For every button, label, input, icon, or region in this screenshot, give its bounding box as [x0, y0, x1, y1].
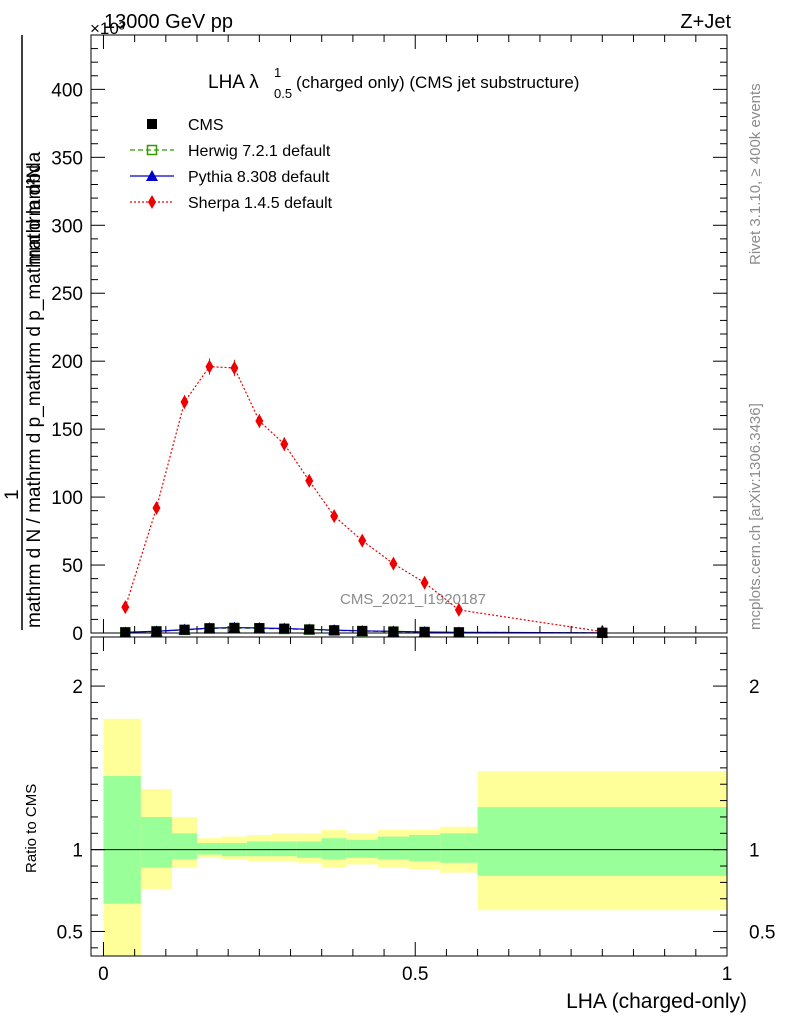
title-rest: (charged only) (CMS jet substructure) [296, 73, 579, 92]
legend-label: Herwig 7.2.1 default [188, 143, 331, 160]
legend-marker [147, 119, 157, 129]
series-0 [120, 622, 608, 638]
ytick-label-top: 50 [62, 556, 83, 577]
ratio-band-inner-2 [172, 833, 197, 860]
data-point [279, 623, 290, 634]
title-sub: 0.5 [274, 86, 292, 101]
data-point [179, 624, 190, 635]
xtick-label: 0 [98, 964, 109, 985]
data-point [305, 473, 314, 488]
ratio-panel-frame [90, 636, 728, 957]
data-point [152, 500, 161, 515]
xlabel: LHA (charged-only) [566, 990, 747, 1013]
legend-marker [148, 195, 156, 209]
data-point [329, 625, 340, 636]
ytick-label-ratio-right: 0.5 [749, 922, 775, 943]
ytick-label-ratio: 0.5 [57, 922, 83, 943]
data-point [454, 602, 463, 617]
legend-label: CMS [188, 117, 224, 134]
title-main: LHA λ [208, 72, 259, 93]
ytick-label-top: 250 [51, 284, 83, 305]
data-point [388, 626, 399, 637]
ratio-band-inner-3 [197, 843, 222, 855]
ylabel-second: mathrm d²N [24, 165, 45, 265]
legend-entry-0: CMS [147, 117, 224, 134]
ytick-label-top: 300 [51, 216, 83, 237]
ytick-label-top: 200 [51, 352, 83, 373]
ratio-band-inner-1 [140, 816, 173, 868]
ytick-label-ratio: 2 [72, 677, 83, 698]
data-point [419, 626, 430, 637]
ratio-band-inner-5 [246, 841, 272, 857]
header-right: Z+Jet [680, 11, 731, 33]
top-panel-frame [90, 34, 728, 634]
plot-title: LHA λ 1 0.5 (charged only) (CMS jet subs… [208, 65, 579, 101]
ytick-label-top: 0 [72, 624, 83, 645]
legend: CMS Herwig 7.2.1 default Pythia 8.308 defa… [130, 117, 333, 212]
series-line-3 [124, 366, 603, 633]
ylabel-denominator: mathrm d N / mathrm d p_mathrm d p_mathr… [24, 151, 45, 628]
data-point [280, 437, 289, 452]
ratio-band-inner-11 [409, 834, 441, 862]
data-point [330, 509, 339, 524]
ratio-band-inner-10 [377, 836, 409, 860]
data-point [204, 623, 215, 634]
legend-marker [146, 144, 158, 156]
data-point [120, 627, 131, 638]
ylabel-numerator: 1 [2, 489, 23, 500]
data-point [205, 359, 214, 374]
mcplots-label: mcplots.cern.ch [arXiv:1306.3436] [747, 403, 764, 630]
data-point [357, 625, 368, 636]
data-point [121, 600, 130, 615]
data-point [180, 394, 189, 409]
legend-marker [146, 170, 158, 181]
data-point [304, 624, 315, 635]
ytick-label-ratio: 1 [72, 841, 83, 862]
rivet-label: Rivet 3.1.10, ≥ 400k events [747, 83, 764, 265]
ratio-band-inner-12 [440, 833, 478, 863]
ratio-band-inner-8 [321, 838, 347, 860]
data-point [389, 556, 398, 571]
ratio-band-inner-0 [103, 776, 141, 904]
ytick-label-top: 350 [51, 148, 83, 169]
ratio-band-inner-9 [346, 839, 378, 858]
legend-entry-3: Sherpa 1.4.5 default [130, 195, 333, 212]
axes-layer: 0 50 100 150 200 250 300 350 400 0.5 0.5 1 1 2 2 0 0.5 1 [51, 34, 775, 985]
xtick-label: 0.5 [402, 964, 428, 985]
data-point [255, 413, 264, 428]
legend-entry-2: Pythia 8.308 default [130, 169, 330, 186]
ratio-bands [103, 718, 727, 956]
ytick-label-ratio-right: 2 [749, 677, 760, 698]
y-exponent: ×10³ [90, 19, 125, 38]
legend-label: Sherpa 1.4.5 default [188, 195, 333, 212]
ylabel-ratio: Ratio to CMS [23, 784, 40, 873]
xtick-label: 1 [722, 964, 733, 985]
ytick-label-top: 150 [51, 420, 83, 441]
data-point [229, 622, 240, 633]
ytick-label-ratio-right: 1 [749, 841, 760, 862]
legend-entry-1: Herwig 7.2.1 default [130, 143, 331, 160]
data-point [358, 533, 367, 548]
data-point [453, 627, 464, 638]
data-point [420, 575, 429, 590]
ytick-label-top: 100 [51, 488, 83, 509]
watermark: CMS_2021_I1920187 [340, 591, 486, 608]
data-point [151, 626, 162, 637]
ytick-label-top: 400 [51, 80, 83, 101]
ratio-band-inner-6 [271, 841, 297, 857]
header-left: 13000 GeV pp [104, 11, 233, 33]
legend-label: Pythia 8.308 default [188, 169, 330, 186]
ratio-band-inner-13 [477, 807, 727, 876]
data-point [230, 360, 239, 375]
title-sup: 1 [274, 65, 281, 80]
